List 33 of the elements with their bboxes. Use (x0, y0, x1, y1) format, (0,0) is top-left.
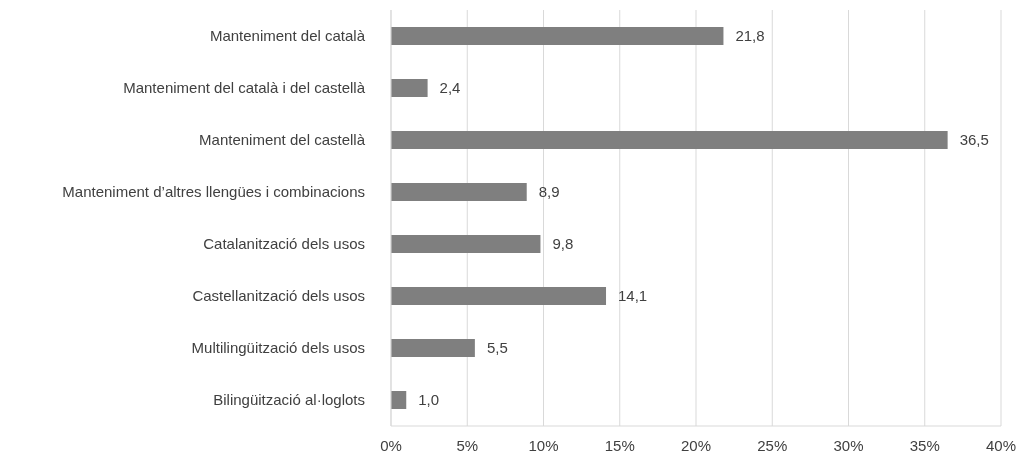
data-label: 5,5 (486, 339, 508, 357)
bar (391, 131, 948, 149)
y-tick-label: Manteniment del català (209, 27, 366, 45)
y-tick-label: Bilingüització al·loglots (213, 391, 365, 409)
x-tick-label: 35% (909, 436, 940, 454)
bar (391, 27, 724, 45)
x-tick-label: 0% (380, 436, 402, 454)
y-tick-label: Multilingüització dels usos (191, 339, 365, 357)
x-tick-label: 20% (680, 436, 712, 454)
data-label: 1,0 (418, 391, 440, 409)
y-tick-label: Castellanització dels usos (192, 287, 365, 305)
x-tick-label: 10% (528, 436, 559, 454)
data-label: 21,8 (735, 27, 765, 45)
x-tick-label: 40% (985, 436, 1017, 454)
y-tick-label: Manteniment del català i del castellà (123, 79, 366, 97)
x-tick-label: 15% (604, 436, 635, 454)
y-tick-label: Manteniment d’altres llengües i combinacions (62, 183, 365, 201)
y-tick-label: Catalanització dels usos (203, 235, 365, 253)
bar (391, 79, 428, 97)
data-label: 9,8 (552, 235, 574, 253)
bar (391, 339, 475, 357)
y-tick-label: Manteniment del castellà (199, 131, 366, 149)
data-label: 14,1 (618, 287, 648, 305)
bar (391, 391, 407, 409)
bar (391, 235, 541, 253)
bar (391, 287, 607, 305)
data-label: 8,9 (538, 183, 560, 201)
x-tick-label: 25% (757, 436, 788, 454)
data-label: 2,4 (439, 79, 461, 97)
x-tick-label: 5% (456, 436, 479, 454)
x-tick-label: 30% (833, 436, 864, 454)
data-label: 36,5 (959, 131, 989, 149)
bar (391, 183, 527, 201)
